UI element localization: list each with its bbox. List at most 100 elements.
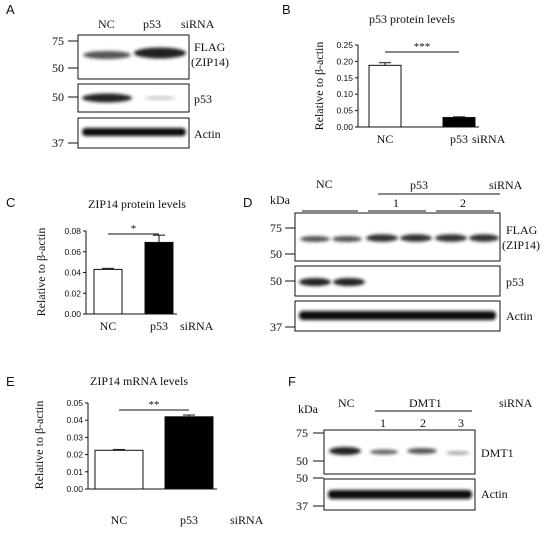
panel-c-ytick-label: 0.08: [64, 226, 81, 236]
panel-e-ytick-label: 0.03: [66, 432, 83, 442]
panel-b-ytick-label: 0.10: [336, 89, 353, 99]
panel-e-significance: **: [149, 399, 160, 411]
panel-f-lane-1: 1: [380, 416, 386, 430]
panel-e-bar-1: [164, 416, 214, 490]
panel-a-actin-band: [82, 128, 186, 136]
panel-c: C ZIP14 protein levels Relative to β-acti…: [6, 195, 214, 333]
panel-c-title: ZIP14 protein levels: [88, 197, 186, 211]
panel-d-flag-band-2: [332, 236, 362, 242]
panel-a: A NC p53 siRNA 75 50 50 37 FLAG (ZIP14) …: [6, 2, 229, 150]
panel-f-dmt1-band-2: [407, 448, 437, 454]
panel-d-mw-50b: 50: [270, 274, 282, 288]
panel-b-ytick-label: 0.15: [336, 73, 353, 83]
panel-e-ytick-label: 0.01: [66, 467, 83, 477]
panel-d-kda: kDa: [270, 193, 291, 207]
panel-b-bar-1: [442, 116, 476, 128]
panel-f-actin-band: [328, 490, 472, 499]
panel-a-mw-50b: 50: [52, 90, 64, 104]
panel-b-bar-0: [368, 64, 402, 128]
panel-c-significance: *: [131, 223, 137, 235]
panel-c-category-suffix: siRNA: [180, 319, 214, 333]
panel-b-ytick-label: 0.05: [336, 106, 353, 116]
panel-d-group-nc: NC: [316, 177, 333, 191]
panel-c-ytick-label: 0.00: [64, 309, 81, 319]
panel-d-mw-75: 75: [270, 221, 282, 235]
panel-b-ytick-label: 0.00: [336, 122, 353, 132]
panel-d-flag-band-1: [300, 236, 330, 242]
panel-d-label-flag: FLAG: [506, 223, 538, 237]
panel-b-category-suffix: siRNA: [472, 132, 506, 146]
panel-a-label-p53: p53: [194, 92, 212, 106]
panel-f-dmt1-band-3: [446, 451, 470, 455]
panel-b-title: p53 protein levels: [369, 12, 455, 26]
panel-f-lane-2: 2: [420, 416, 426, 430]
panel-e-ytick-label: 0.02: [66, 450, 83, 460]
panel-c-bar-0: [93, 268, 123, 315]
panel-d-label-actin: Actin: [506, 309, 533, 323]
panel-a-label-zip14: (ZIP14): [191, 55, 229, 69]
panel-b: B p53 protein levels Relative to β-actin 0…: [282, 2, 506, 146]
panel-a-label-actin: Actin: [194, 127, 221, 141]
panel-d-mw-37: 37: [270, 320, 282, 334]
panel-f-letter: F: [288, 374, 296, 389]
panel-c-category-0: NC: [100, 319, 117, 333]
panel-b-significance: ***: [414, 41, 431, 53]
panel-c-ylabel: Relative to β-actin: [34, 228, 48, 317]
panel-f-group-nc: NC: [338, 396, 355, 410]
panel-e: E ZIP14 mRNA levels Relative to β-actin 0.…: [6, 374, 264, 527]
panel-f-label-dmt1: DMT1: [481, 446, 514, 460]
panel-d-flag-band-4: [400, 234, 432, 242]
panel-f: F kDa NC DMT1 siRNA 1 2 3 75 50 50 37 DM…: [288, 374, 533, 513]
panel-a-lane-suffix: siRNA: [181, 17, 215, 31]
panel-d-lane-2: 2: [460, 196, 466, 210]
panel-a-label-flag: FLAG: [194, 40, 226, 54]
panel-a-mw-37: 37: [52, 136, 64, 150]
panel-f-dmt1-band-nc: [329, 447, 361, 455]
panel-a-flag-band-nc: [83, 51, 131, 59]
panel-b-ytick-label: 0.20: [336, 56, 353, 66]
panel-a-flag-band-p53: [134, 47, 186, 59]
panel-d-label-zip14: (ZIP14): [502, 238, 540, 252]
panel-e-category-suffix: siRNA: [230, 513, 264, 527]
panel-e-bar-0: [94, 449, 144, 490]
panel-d: D kDa NC p53 siRNA 1 2 75 50 50 37 FLAG …: [243, 177, 540, 334]
panel-e-category-0: NC: [111, 513, 128, 527]
panel-e-title: ZIP14 mRNA levels: [90, 374, 188, 388]
panel-c-ytick-label: 0.06: [64, 247, 81, 257]
panel-a-mw-75: 75: [52, 34, 64, 48]
panel-d-p53-band-2: [333, 278, 365, 286]
panel-a-lane-nc: NC: [98, 17, 115, 31]
panel-f-dmt1-band-1: [370, 449, 398, 455]
panel-d-p53-band-1: [299, 278, 331, 286]
panel-a-mw-50a: 50: [52, 61, 64, 75]
panel-e-ytick-label: 0.05: [66, 398, 83, 408]
panel-f-mw-50b: 50: [296, 471, 308, 485]
panel-d-actin-band: [299, 311, 496, 320]
panel-c-ytick-label: 0.02: [64, 288, 81, 298]
panel-b-ylabel: Relative to β-actin: [312, 42, 326, 131]
panel-c-category-1: p53: [150, 319, 168, 333]
panel-a-p53-band-p53: [144, 96, 176, 100]
panel-c-bar-1: [144, 241, 174, 315]
panel-f-group-dmt1: DMT1: [409, 396, 442, 410]
panel-d-flag-band-6: [469, 234, 499, 242]
panel-d-flag-band-5: [435, 234, 467, 242]
panel-d-label-p53: p53: [506, 275, 524, 289]
panel-d-lane-1: 1: [393, 196, 399, 210]
panel-f-suffix: siRNA: [499, 396, 533, 410]
panel-e-letter: E: [6, 374, 15, 389]
panel-c-letter: C: [6, 195, 15, 210]
panel-f-mw-50a: 50: [296, 454, 308, 468]
panel-b-ytick-label: 0.25: [336, 40, 353, 50]
panel-e-ytick-label: 0.04: [66, 415, 83, 425]
panel-a-p53-band-nc: [82, 93, 132, 103]
panel-f-mw-75: 75: [296, 426, 308, 440]
panel-e-ylabel: Relative to β-actin: [32, 401, 46, 490]
panel-b-category-0: NC: [377, 132, 394, 146]
panel-d-group-p53: p53: [410, 178, 428, 192]
panel-f-mw-37: 37: [296, 499, 308, 513]
panel-e-ytick-label: 0.00: [66, 484, 83, 494]
panel-f-label-actin: Actin: [481, 487, 508, 501]
panel-f-lane-3: 3: [458, 416, 464, 430]
panel-d-flag-band-3: [366, 234, 398, 242]
